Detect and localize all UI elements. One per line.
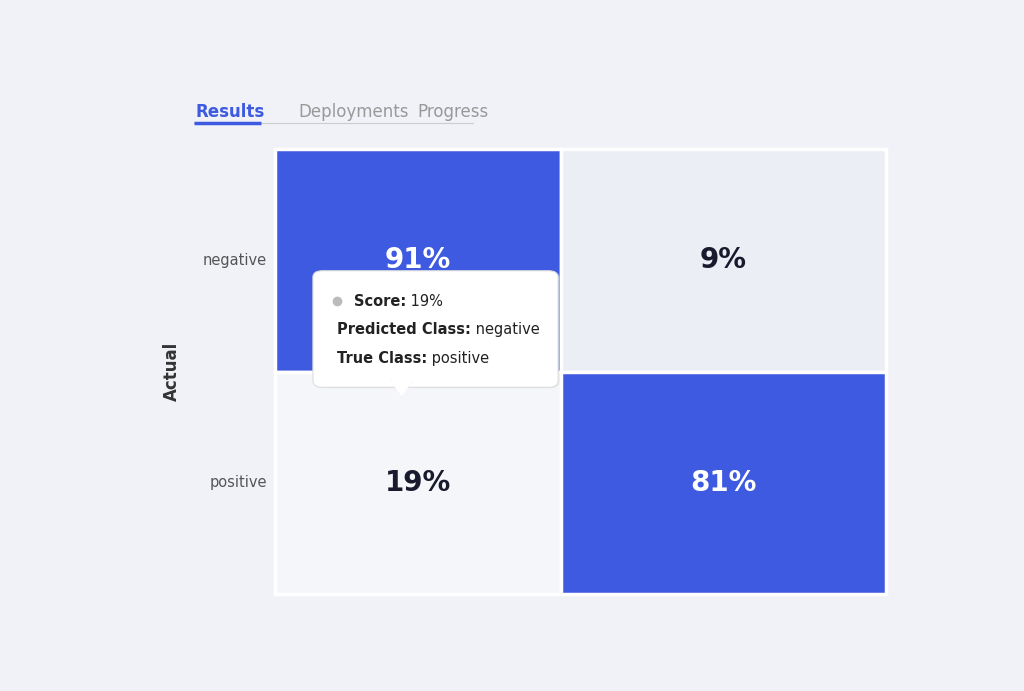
FancyBboxPatch shape <box>314 272 560 388</box>
Text: Deployments: Deployments <box>299 103 410 121</box>
Text: 19%: 19% <box>385 468 451 497</box>
Polygon shape <box>391 381 412 396</box>
Text: 9%: 9% <box>699 247 746 274</box>
Text: 91%: 91% <box>385 247 451 274</box>
Text: positive: positive <box>427 351 489 366</box>
Text: negative: negative <box>203 253 267 268</box>
Text: Score:: Score: <box>354 294 407 309</box>
Bar <box>274 149 561 372</box>
Text: 19%: 19% <box>407 294 443 309</box>
Bar <box>561 372 886 594</box>
FancyBboxPatch shape <box>313 271 558 387</box>
Text: negative: negative <box>471 322 540 337</box>
Text: Results: Results <box>196 103 265 121</box>
Text: Predicted Class:: Predicted Class: <box>337 322 471 337</box>
Text: positive: positive <box>209 475 267 490</box>
Bar <box>274 372 561 594</box>
Text: Progress: Progress <box>418 103 488 121</box>
Bar <box>561 149 886 372</box>
Text: Actual: Actual <box>163 342 180 401</box>
Text: True Class:: True Class: <box>337 351 427 366</box>
Text: 81%: 81% <box>690 468 757 497</box>
